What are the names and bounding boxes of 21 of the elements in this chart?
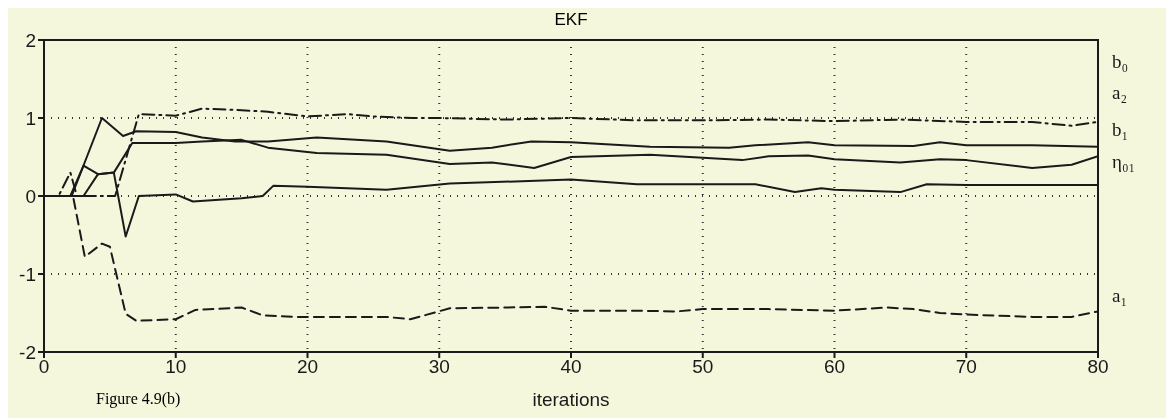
y-tick-label: -2: [19, 341, 36, 363]
x-tick-label: 80: [1087, 356, 1109, 378]
x-tick-label: 50: [692, 356, 714, 378]
series-label: η₀₁: [1112, 150, 1136, 173]
series-label: b₁: [1112, 119, 1129, 142]
y-tick-label: -1: [19, 263, 36, 285]
x-tick-label: 40: [560, 356, 582, 378]
x-axis-title: iterations: [532, 389, 610, 410]
x-tick-label: 30: [428, 356, 450, 378]
text: a₂: [1112, 82, 1128, 105]
x-tick-label: 60: [823, 356, 846, 378]
caption: Figure 4.9(b): [96, 390, 181, 408]
x-tick-label: 20: [296, 356, 319, 378]
x-tick-label: 70: [955, 356, 977, 378]
chart-title: EKF: [553, 10, 589, 30]
y-tick-label: 2: [25, 29, 36, 51]
y-tick-label: 1: [25, 107, 36, 129]
series-label: a₁: [1112, 284, 1128, 307]
y-tick-label: 0: [25, 185, 36, 207]
text: b₀: [1112, 50, 1129, 73]
x-tick-label: 10: [165, 356, 187, 378]
